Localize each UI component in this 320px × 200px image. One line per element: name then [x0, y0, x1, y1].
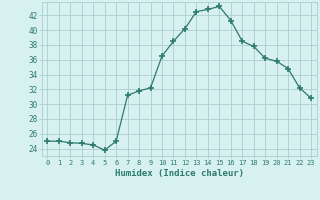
- X-axis label: Humidex (Indice chaleur): Humidex (Indice chaleur): [115, 169, 244, 178]
